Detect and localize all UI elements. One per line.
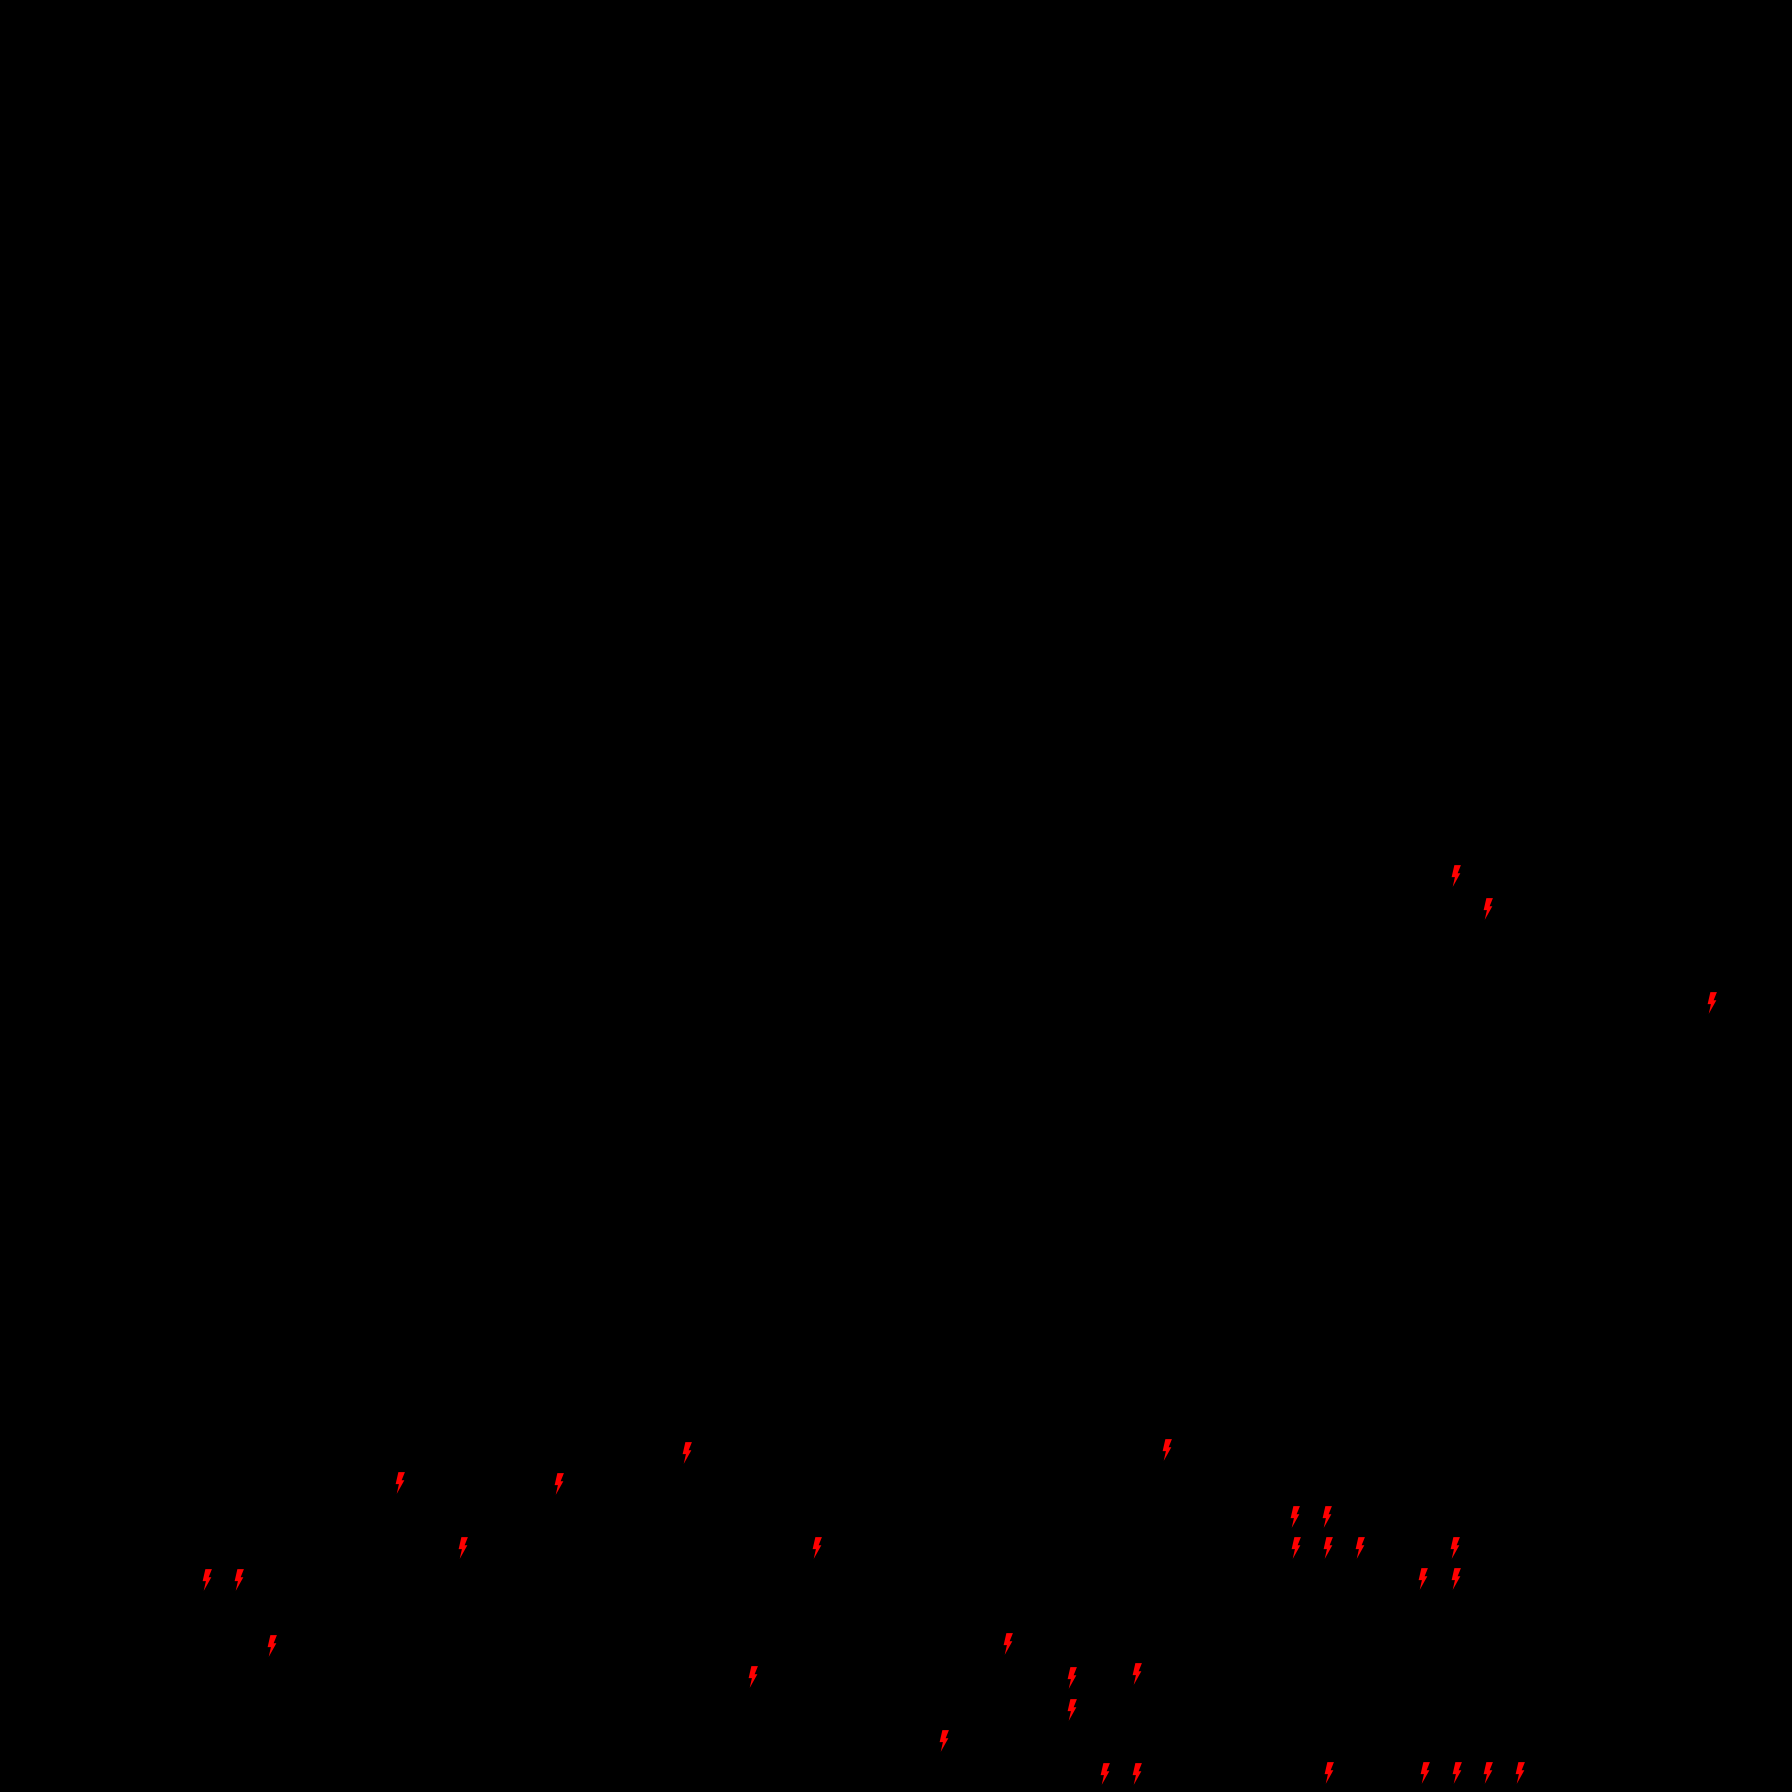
lightning-bolt-icon [1131,1763,1143,1785]
lightning-bolt-icon [1290,1537,1302,1559]
lightning-bolt-icon [201,1569,213,1591]
lightning-bolt-icon [1099,1763,1111,1785]
lightning-bolt-icon [266,1635,278,1657]
lightning-bolt-icon [1322,1537,1334,1559]
lightning-bolt-icon [1417,1568,1429,1590]
lightning-bolt-icon [1419,1762,1431,1784]
lightning-bolt-icon [1289,1506,1301,1528]
lightning-bolt-icon [553,1473,565,1495]
lightning-bolt-icon [1449,1537,1461,1559]
lightning-bolt-icon [1450,1568,1462,1590]
lightning-bolt-icon [1002,1633,1014,1655]
lightning-bolt-icon [1321,1506,1333,1528]
lightning-bolt-icon [747,1666,759,1688]
lightning-bolt-icon [1066,1667,1078,1689]
lightning-bolt-icon [811,1537,823,1559]
lightning-bolt-icon [233,1569,245,1591]
lightning-bolt-icon [457,1537,469,1559]
lightning-bolt-icon [938,1730,950,1752]
lightning-bolt-icon [1066,1699,1078,1721]
lightning-bolt-icon [1706,992,1718,1014]
lightning-bolt-icon [1161,1439,1173,1461]
lightning-bolt-icon [1450,865,1462,887]
lightning-bolt-icon [1323,1762,1335,1784]
lightning-bolt-icon [1451,1762,1463,1784]
lightning-bolt-icon [1131,1663,1143,1685]
lightning-bolt-icon [681,1442,693,1464]
lightning-bolt-icon [1482,1762,1494,1784]
lightning-bolt-icon [394,1472,406,1494]
lightning-bolt-icon [1482,898,1494,920]
lightning-bolt-icon [1354,1537,1366,1559]
lightning-bolt-icon [1514,1762,1526,1784]
